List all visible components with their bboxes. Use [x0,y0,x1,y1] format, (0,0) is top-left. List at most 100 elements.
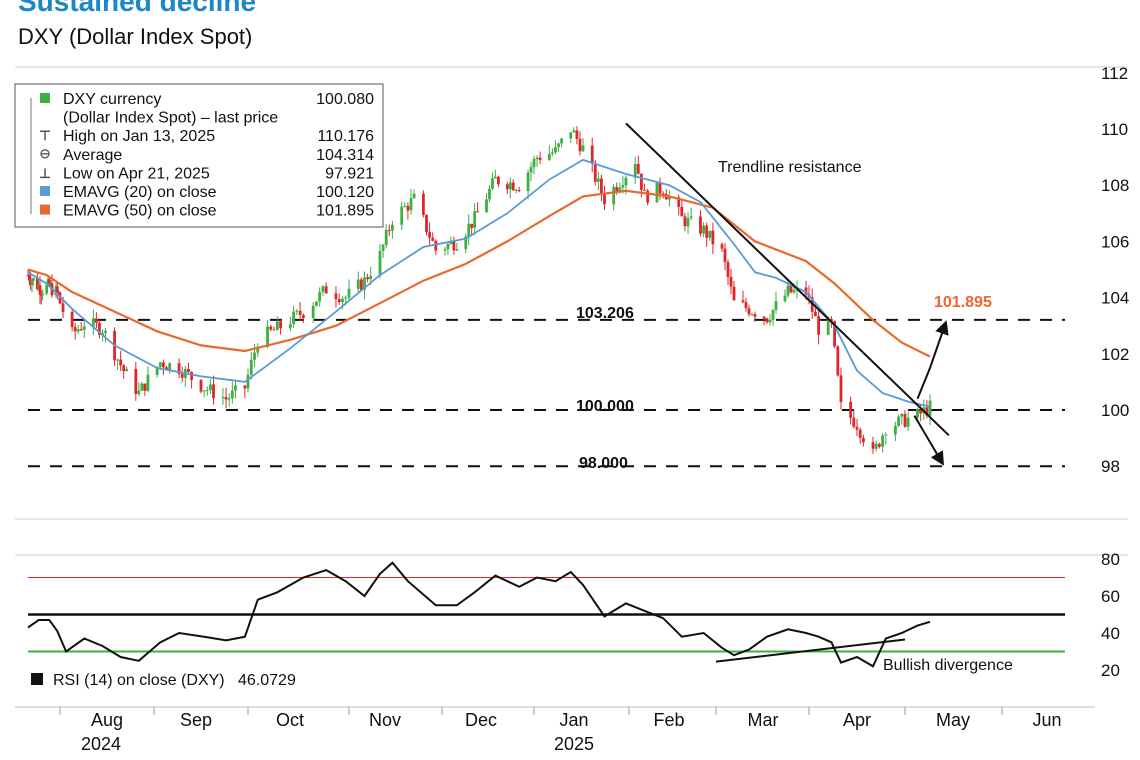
candle-body [491,178,494,189]
candle-body [212,384,215,399]
y-tick-label: 98 [1101,457,1120,476]
candle-body [165,367,168,370]
candle-body [689,216,693,219]
candle-body [467,223,471,237]
candle-body [514,190,518,192]
x-month-label: May [936,710,970,730]
candle-body [508,182,512,190]
legend-label: Average [63,147,122,164]
candle-body [369,275,373,280]
chart-subtitle: DXY (Dollar Index Spot) [18,24,253,49]
candle-body [894,425,897,435]
horizontal-levels [28,318,1065,468]
candle-body [455,249,459,251]
candle-body [473,211,477,228]
candle-body [381,244,385,251]
legend-value: 104.314 [316,147,374,164]
candle-body [667,197,671,200]
projection-arrows [913,320,949,466]
rsi-y-axis: 20 40 60 80 [1101,550,1120,680]
candle-body [768,319,772,323]
candle-body [661,193,665,195]
candle-body [378,250,382,276]
candle-body [699,216,702,234]
x-year-label: 2024 [81,734,121,754]
y-tick-label: 110 [1101,120,1128,139]
legend-label: (Dollar Index Spot) – last price [63,110,278,127]
rsi-tick-label: 60 [1101,587,1120,606]
candle-body [560,138,563,144]
candle-body [27,275,31,281]
candle-body [341,298,344,303]
candle-body [249,359,253,375]
candle-body [199,379,203,392]
candle-body [572,130,576,133]
candle-body [428,232,431,238]
level-103-label: 103.206 [576,305,634,322]
candle-body [517,190,521,192]
legend-label: High on Jan 13, 2025 [63,128,215,145]
candle-body [621,185,625,188]
candle-body [146,374,150,391]
rsi-tick-label: 20 [1101,661,1120,680]
candle-body [384,230,388,245]
candle-body [817,316,820,335]
candle-body [646,190,650,203]
candle-body [334,293,338,300]
divergence-line [715,638,906,663]
rsi-legend-label: RSI (14) on close (DXY) [53,672,225,689]
candle-body [720,244,724,249]
candle-body [897,416,900,426]
candle-body [61,303,65,312]
candle-body [205,390,209,392]
x-month-label: Mar [748,710,779,730]
level-98-label: 98.000 [579,455,628,472]
candle-body [900,413,904,417]
trendline-label: Trendline resistance [718,159,862,176]
candle-body [360,279,363,290]
candle-body [443,249,447,251]
candle-body [677,197,681,207]
candle-body [702,225,705,234]
rsi-legend-marker [31,673,43,685]
candle-body [783,295,787,302]
candle-body [836,346,840,376]
x-month-label: Nov [369,710,401,730]
candle-body [884,434,888,436]
candle-body [640,173,643,190]
price-y-axis: 98 100 102 104 106 108 110 112 [1101,64,1129,476]
candle-body [363,277,366,290]
candle-body [532,159,536,168]
candle-body [431,237,435,241]
candle-body [98,322,101,335]
y-tick-label: 100 [1101,401,1129,420]
legend-value: 100.080 [316,91,374,108]
candle-body [747,308,751,315]
candle-body [826,318,830,335]
candle-body [526,172,530,192]
candle-body [711,230,715,245]
y-tick-label: 112 [1101,64,1128,83]
candle-body [852,417,856,427]
candle-body [732,286,736,301]
candle-body [708,230,712,238]
legend-label: Low on Apr 21, 2025 [63,165,210,182]
candle-body [804,287,808,295]
candle-body [366,277,369,280]
candle-body [209,384,212,391]
trendline-resistance [625,122,950,437]
candle-body [680,206,684,217]
candle-body [311,305,315,319]
candle-body [726,262,730,277]
candle-body [633,163,637,178]
candle-body [187,369,190,372]
candlestick-series [26,126,932,454]
candle-body [180,373,184,378]
x-month-label: Oct [276,710,304,730]
candle-body [488,188,491,200]
candle-body [729,276,733,287]
candle-body [134,369,138,394]
candle-body [906,417,910,427]
candle-body [765,318,769,323]
candle-body [529,167,533,173]
